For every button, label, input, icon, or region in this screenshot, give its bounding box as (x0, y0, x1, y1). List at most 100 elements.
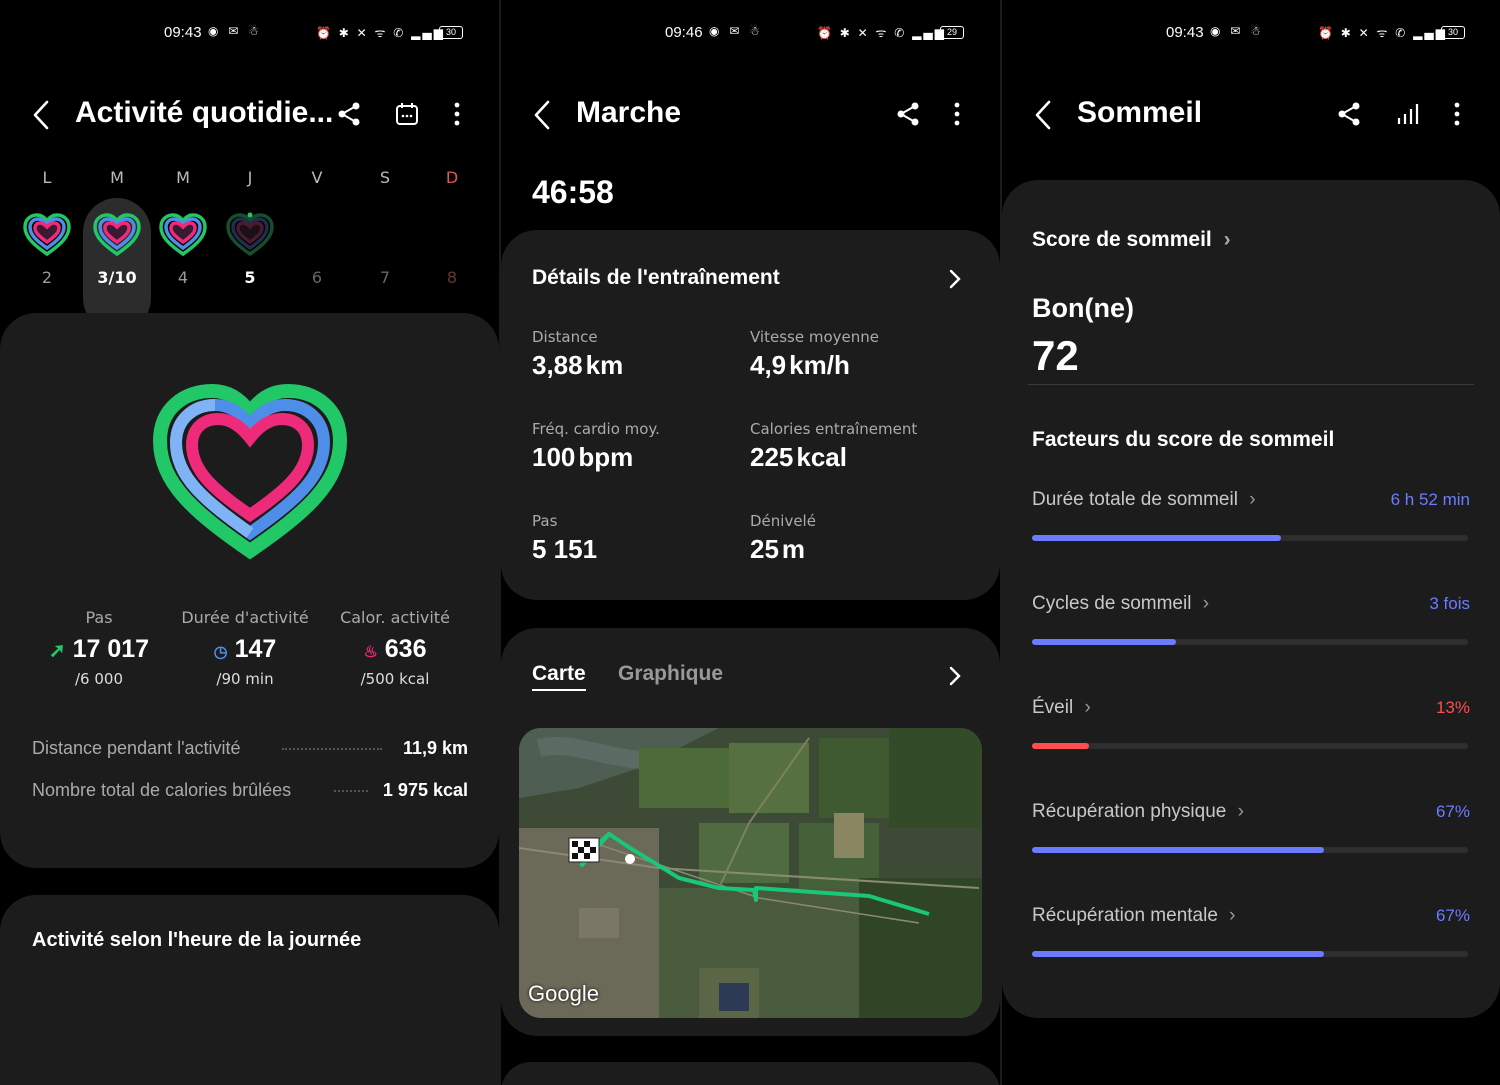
status-time: 09:46 (665, 24, 703, 41)
steps-value: ➚ 17 017 (48, 635, 150, 663)
more-options-icon[interactable] (943, 100, 971, 128)
factor-physical-recovery-value: 67% (1435, 802, 1470, 821)
share-icon[interactable] (335, 100, 363, 128)
day-number: 2 (41, 268, 53, 287)
day-letter: D (445, 168, 459, 187)
workout-duration: 46:58 (532, 174, 614, 210)
sleep-factors-title: Facteurs du score de sommeil (1032, 428, 1335, 451)
metric-label: Distance (532, 328, 598, 346)
day-column-fri[interactable]: V 6 (283, 168, 351, 287)
activity-summary-card[interactable]: Pas ➚ 17 017 /6 000 Durée d'activité ◷ 1… (0, 313, 499, 868)
route-map[interactable]: Google (519, 728, 982, 1018)
system-status-icons: ⏰ ✱ ✕ ᯤ ✆ ▂▄▆ (1318, 26, 1447, 40)
battery-icon: 30 (1441, 26, 1465, 39)
factor-physical-recovery[interactable]: Récupération physique › (1032, 801, 1244, 822)
day-column-sat[interactable]: S 7 (351, 168, 419, 287)
map-card: Carte Graphique (501, 628, 1000, 1036)
back-arrow-icon[interactable] (531, 98, 553, 132)
active-time-goal: /90 min (216, 670, 274, 688)
factor-bar-fill (1032, 743, 1089, 749)
day-number: 3/10 (97, 268, 137, 287)
day-letter: M (110, 168, 124, 187)
back-arrow-icon[interactable] (30, 98, 52, 132)
tab-map[interactable]: Carte (532, 662, 586, 691)
steps-goal: /6 000 (75, 670, 123, 688)
app-bar: Marche (501, 90, 1000, 140)
next-card (501, 1062, 1000, 1085)
status-time: 09:43 (1166, 24, 1204, 41)
status-time: 09:43 (164, 24, 202, 41)
notification-icons: ◉ ✉ ☃ (1210, 24, 1264, 38)
metric-value: 3,88 km (532, 350, 624, 380)
status-bar: 09:46 ◉ ✉ ☃ ⏰ ✱ ✕ ᯤ ✆ ▂▄▆ 29 (501, 22, 1000, 46)
factor-bar (1032, 951, 1468, 957)
sleep-screen: 09:43 ◉ ✉ ☃ ⏰ ✱ ✕ ᯤ ✆ ▂▄▆ 30 Sommeil Sco… (1002, 0, 1500, 1085)
finish-flag-icon (568, 837, 600, 863)
chevron-right-icon[interactable] (948, 268, 962, 290)
more-options-icon[interactable] (1443, 100, 1471, 128)
notification-icons: ◉ ✉ ☃ (208, 24, 262, 38)
status-bar: 09:43 ◉ ✉ ☃ ⏰ ✱ ✕ ᯤ ✆ ▂▄▆ 30 (1002, 22, 1500, 46)
system-status-icons: ⏰ ✱ ✕ ᯤ ✆ ▂▄▆ (316, 26, 445, 40)
metric-value: 100 bpm (532, 442, 634, 472)
day-number: 7 (379, 268, 391, 287)
sleep-score-link[interactable]: Score de sommeil › (1032, 228, 1231, 251)
factor-mental-recovery[interactable]: Récupération mentale › (1032, 905, 1236, 926)
factor-bar (1032, 847, 1468, 853)
factor-sleep-cycles[interactable]: Cycles de sommeil › (1032, 593, 1210, 614)
share-icon[interactable] (1335, 100, 1363, 128)
activity-heart-icon (23, 213, 71, 257)
factor-total-sleep-value: 6 h 52 min (1390, 490, 1470, 509)
activity-heart-icon (226, 212, 274, 257)
total-calories-row: Nombre total de calories brûlées 1 975 k… (32, 780, 468, 800)
factor-bar (1032, 535, 1468, 541)
calendar-icon[interactable] (393, 100, 421, 128)
share-icon[interactable] (894, 100, 922, 128)
daily-activity-screen: 09:43 ◉ ✉ ☃ ⏰ ✱ ✕ ᯤ ✆ ▂▄▆ 30 Activité qu… (0, 0, 499, 1085)
factor-bar-fill (1032, 535, 1281, 541)
day-column-mon[interactable]: L 2 (13, 168, 81, 287)
factor-total-sleep[interactable]: Durée totale de sommeil › (1032, 489, 1256, 510)
active-calories-value: ♨ 636 (363, 635, 427, 663)
day-column-thu[interactable]: J 5 (216, 168, 284, 287)
system-status-icons: ⏰ ✱ ✕ ᯤ ✆ ▂▄▆ (817, 26, 946, 40)
factor-awake[interactable]: Éveil › (1032, 697, 1091, 718)
active-time-value: ◷ 147 (213, 635, 277, 663)
factor-bar-fill (1032, 639, 1176, 645)
back-arrow-icon[interactable] (1032, 98, 1054, 132)
day-column-wed[interactable]: M 4 (149, 168, 217, 287)
hourly-activity-title: Activité selon l'heure de la journée (32, 929, 362, 951)
battery-icon: 29 (940, 26, 964, 39)
day-letter: M (176, 168, 190, 187)
hourly-activity-card[interactable]: Activité selon l'heure de la journée (0, 895, 499, 1085)
flame-icon: ♨ (363, 644, 378, 661)
app-bar: Activité quotidie... (0, 90, 499, 140)
factor-bar (1032, 743, 1468, 749)
activity-heart-icon (159, 213, 207, 257)
day-letter: J (247, 168, 253, 187)
activity-rings-heart (152, 383, 348, 560)
day-column-tue[interactable]: M 3/10 (83, 168, 151, 287)
active-time-label: Durée d'activité (181, 608, 309, 627)
active-calories-label: Calor. activité (340, 608, 450, 627)
metric-label: Pas (532, 512, 558, 530)
metric-value: 4,9 km/h (750, 350, 850, 380)
tab-graph[interactable]: Graphique (618, 662, 724, 685)
app-bar: Sommeil (1002, 90, 1500, 140)
factor-bar (1032, 639, 1468, 645)
map-attribution-logo: Google (528, 981, 599, 1006)
chevron-right-icon[interactable] (948, 665, 962, 687)
day-number: 6 (311, 268, 323, 287)
clock-icon: ◷ (213, 644, 228, 661)
sleep-score-value: 72 (1032, 332, 1079, 379)
day-letter: S (379, 168, 391, 187)
day-column-sun[interactable]: D 8 (418, 168, 486, 287)
divider (1028, 384, 1474, 385)
trends-icon[interactable] (1394, 100, 1422, 128)
metric-value: 25 m (750, 534, 806, 564)
factor-bar-fill (1032, 847, 1325, 853)
active-calories-goal: /500 kcal (360, 670, 430, 688)
more-options-icon[interactable] (443, 100, 471, 128)
workout-details-card[interactable]: Détails de l'entraînement Distance 3,88 k… (501, 230, 1000, 600)
page-title: Marche (576, 96, 682, 129)
